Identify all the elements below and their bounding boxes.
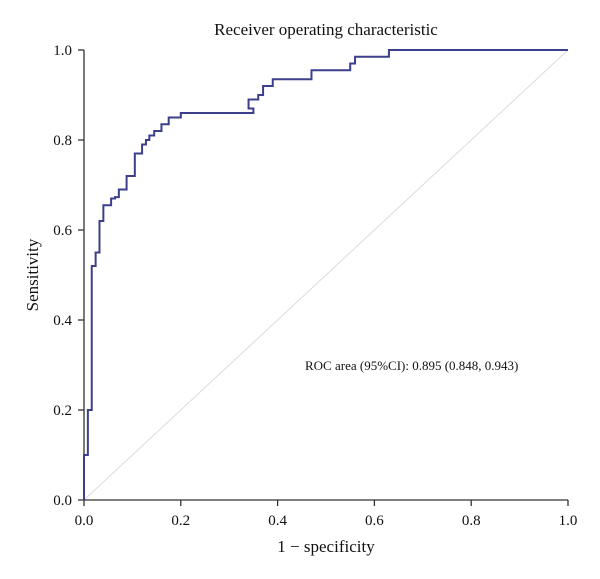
chart-title: Receiver operating characteristic — [214, 20, 438, 39]
y-tick-label-3: 0.6 — [53, 223, 72, 239]
y-tick-label-0: 0.0 — [53, 493, 72, 509]
roc-area-annotation: ROC area (95%CI): 0.895 (0.848, 0.943) — [305, 358, 518, 373]
y-tick-label-4: 0.8 — [53, 133, 72, 149]
x-tick-label-5: 1.0 — [559, 513, 578, 529]
reference-diagonal-line — [83, 49, 569, 501]
y-axis-label: Sensitivity — [23, 238, 42, 311]
x-axis-label: 1 − specificity — [277, 537, 375, 556]
x-tick-label-0: 0.0 — [75, 513, 94, 529]
x-tick-label-4: 0.8 — [462, 513, 481, 529]
plot-area: 0.0 0.2 0.4 0.6 0.8 1.0 0.0 0.2 0.4 0.6 0.8 1.0 — [53, 43, 577, 529]
roc-curve-line — [83, 49, 568, 500]
y-tick-label-5: 1.0 — [53, 43, 72, 59]
x-tick-label-2: 0.4 — [268, 513, 287, 529]
x-tick-label-1: 0.2 — [171, 513, 190, 529]
y-tick-label-1: 0.2 — [53, 403, 72, 419]
y-tick-label-2: 0.4 — [53, 313, 72, 329]
x-tick-label-3: 0.6 — [365, 513, 384, 529]
